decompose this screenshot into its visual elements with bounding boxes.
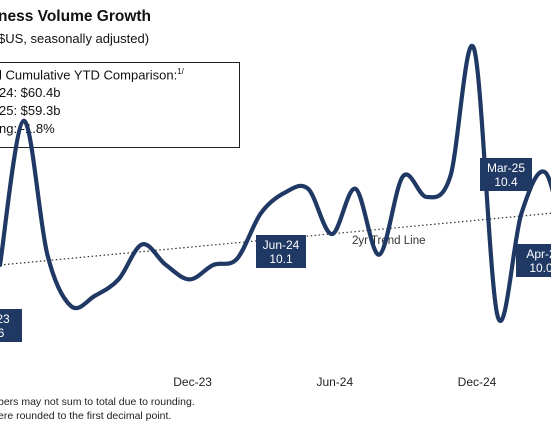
callout-value-label: 6	[0, 326, 5, 340]
callout-value-label: 10.4	[494, 175, 518, 189]
callout-0: -236	[0, 309, 22, 342]
callout-value-label: 10.0	[529, 261, 551, 275]
ytd-comparison-box: l Cumulative YTD Comparison:1/ 24: $60.4…	[0, 62, 240, 148]
footnote-rounding: bers may not sum to total due to roundin…	[0, 396, 195, 408]
ytd-line-2025: 25: $59.3b	[0, 103, 61, 118]
callout-box	[0, 309, 22, 342]
callout-month-label: -23	[0, 312, 10, 326]
footnote-decimal: ere rounded to the first decimal point.	[0, 410, 172, 422]
x-tick-label: Jun-24	[316, 375, 353, 389]
callout-box	[256, 235, 306, 268]
callout-3: Apr-210.0	[516, 244, 551, 277]
callout-box	[480, 158, 532, 191]
ytd-box-title: l Cumulative YTD Comparison:1/	[0, 67, 184, 82]
ytd-footnote-ref: 1/	[177, 67, 184, 76]
callout-box	[516, 244, 551, 277]
ytd-box-title-text: l Cumulative YTD Comparison:	[0, 67, 178, 83]
x-tick-label: Dec-23	[173, 375, 212, 389]
chart-subtitle: $US, seasonally adjusted)	[0, 31, 150, 46]
ytd-line-2024: 24: $60.4b	[0, 85, 61, 100]
chart-title: ness Volume Growth	[0, 8, 152, 25]
callout-month-label: Jun-24	[263, 238, 300, 252]
volume-growth-line	[0, 43, 551, 323]
callout-value-label: 10.1	[269, 252, 293, 266]
callout-month-label: Apr-2	[526, 247, 551, 261]
callout-month-label: Mar-25	[487, 161, 525, 175]
x-tick-label: Dec-24	[458, 375, 497, 389]
